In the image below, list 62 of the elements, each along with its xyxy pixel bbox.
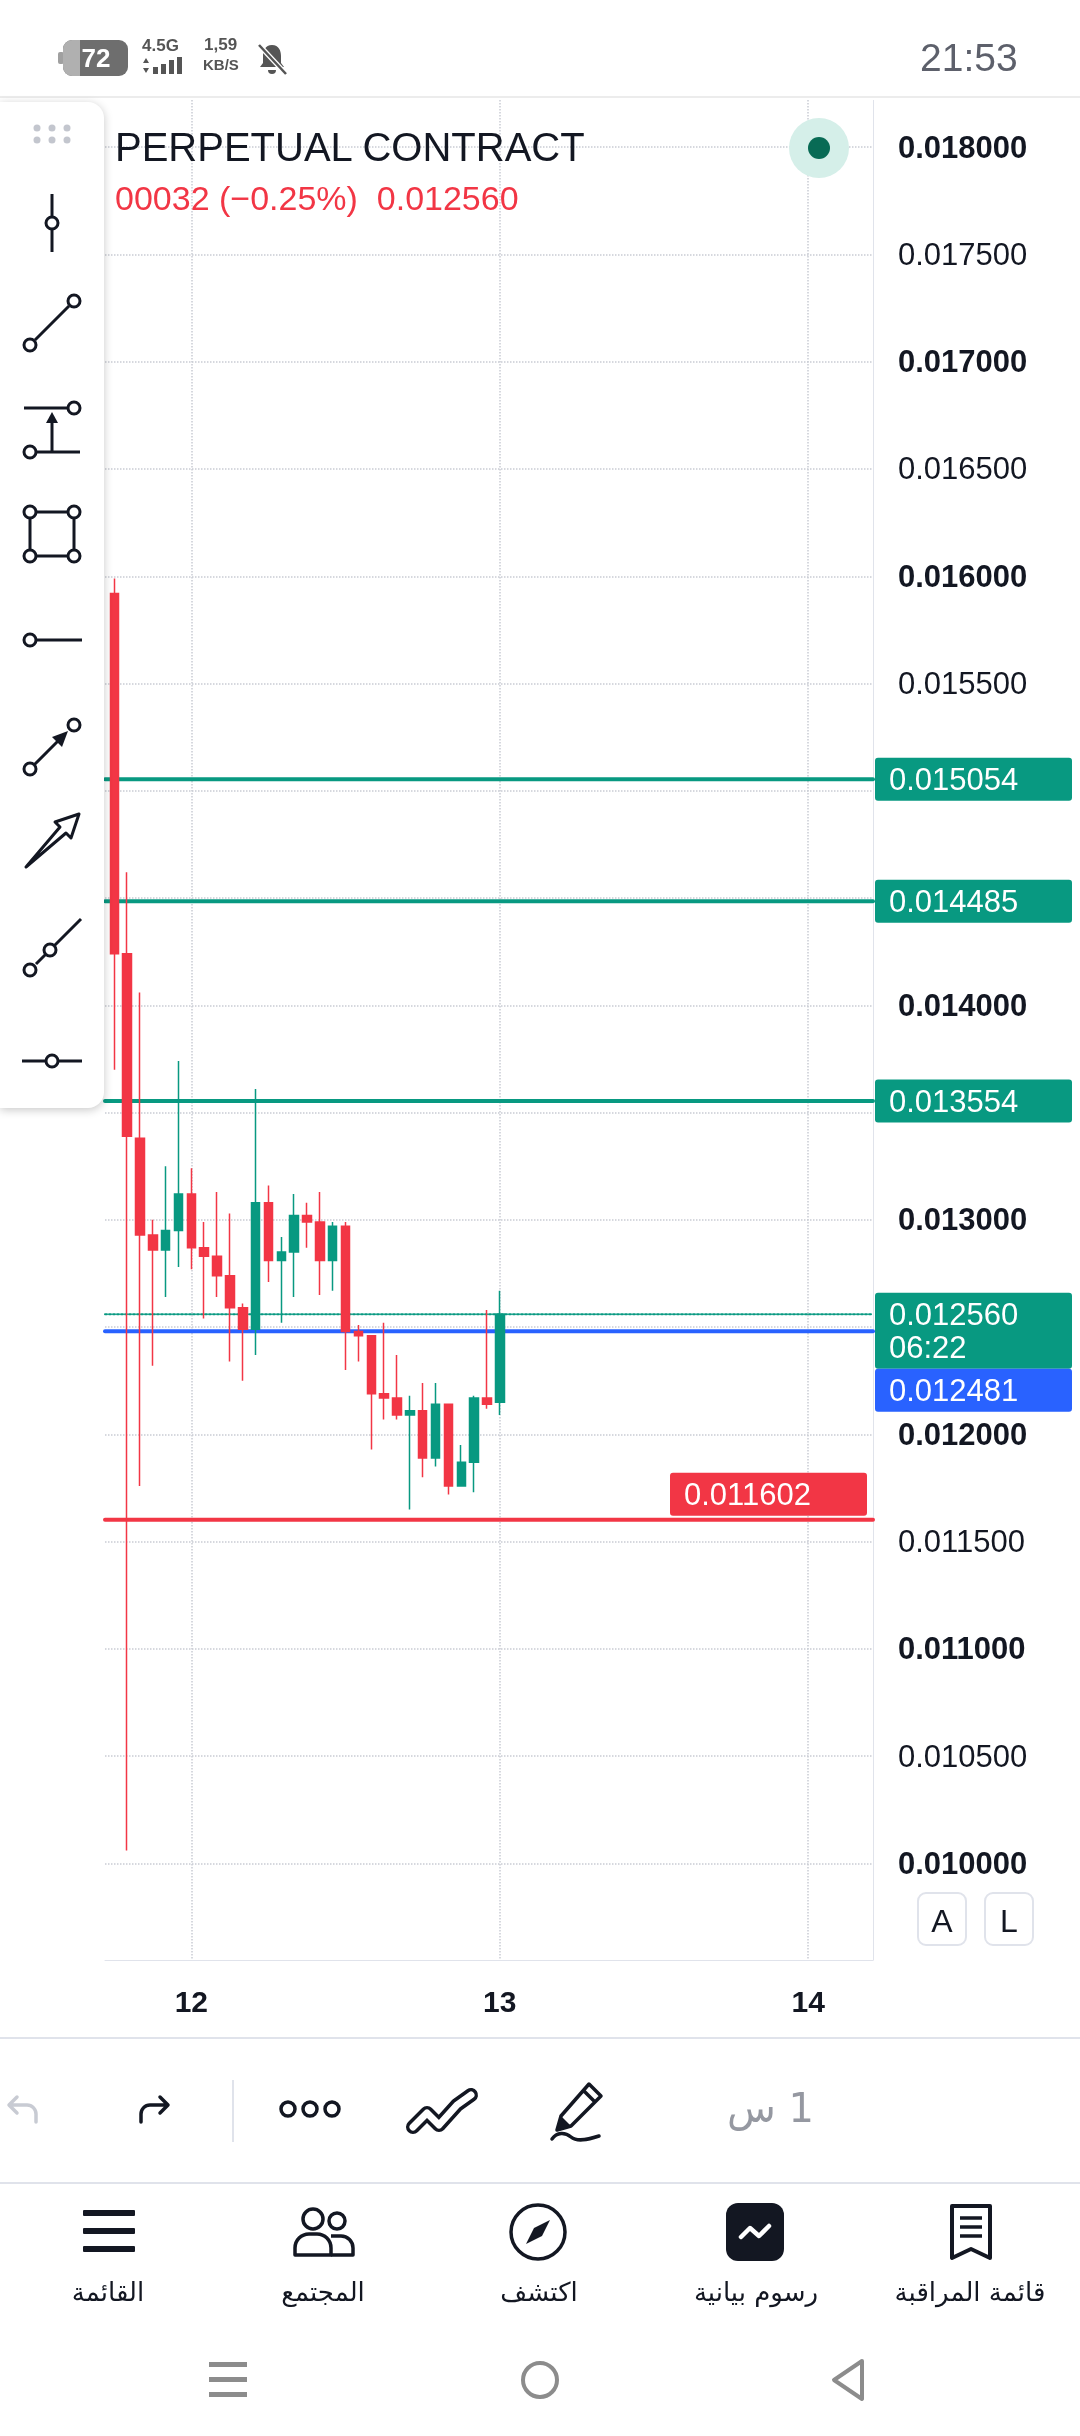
- candlestick: [353, 1324, 364, 1363]
- candlestick: [468, 1395, 480, 1494]
- candlestick: [211, 1191, 223, 1298]
- candlestick: [301, 1201, 313, 1249]
- candlestick: [160, 1165, 171, 1298]
- candlestick: [456, 1444, 467, 1487]
- candlestick: [391, 1354, 403, 1421]
- candlestick: [378, 1322, 390, 1421]
- y-tick-label: 0.014000: [898, 987, 1028, 1023]
- ref-line-label: 0.012481: [889, 1372, 1019, 1408]
- y-tick-label: 0.010500: [898, 1738, 1028, 1774]
- ref-line-label: 0.012560 06:22: [889, 1296, 1019, 1365]
- candlestick: [237, 1302, 249, 1382]
- text: المجتمع: [280, 2277, 366, 2308]
- candlestick: [417, 1382, 428, 1479]
- candlestick: [109, 577, 120, 1071]
- ref-line-label: 0.013554: [889, 1083, 1019, 1119]
- candlestick: [366, 1334, 377, 1451]
- candlestick: [314, 1191, 326, 1296]
- y-tick-label: 0.016000: [898, 558, 1028, 594]
- candlestick: [224, 1212, 236, 1363]
- text: 1 س: [726, 2085, 814, 2131]
- candlestick: [198, 1221, 210, 1320]
- y-tick-label: 0.016500: [898, 451, 1028, 487]
- y-tick-label: 0.010000: [898, 1845, 1028, 1881]
- y-tick-label: 0.018000: [898, 129, 1028, 165]
- y-tick-label: 0.011000: [898, 1631, 1026, 1667]
- candlestick: [443, 1403, 454, 1496]
- text: PERPETUAL CONTRACT: [115, 125, 585, 169]
- ref-line-label: 0.015054: [889, 761, 1019, 797]
- text: 21:53: [920, 36, 1018, 81]
- text: اكتشف: [499, 2277, 579, 2308]
- candlestick: [147, 1219, 159, 1367]
- candlestick: [327, 1221, 338, 1292]
- text: قائمة المراقبة: [893, 2277, 1047, 2308]
- x-tick-label: 13: [483, 1984, 517, 2018]
- candlestick: [186, 1167, 197, 1270]
- candlestick: [288, 1193, 300, 1298]
- x-tick-label: 12: [174, 1984, 209, 2018]
- y-tick-label: 0.017000: [898, 344, 1028, 380]
- y-tick-label: 0.017500: [898, 236, 1028, 272]
- x-tick-label: 14: [791, 1984, 826, 2018]
- ref-line-label: 0.014485: [889, 883, 1019, 919]
- candlestick: [134, 991, 146, 1487]
- ref-line-label: 0.011602: [684, 1476, 811, 1512]
- text: 00032 (−0.25%) 0.012560: [115, 179, 519, 217]
- candlestick: [481, 1309, 493, 1410]
- text: 4.5G: [142, 36, 179, 56]
- candlestick: [340, 1221, 351, 1371]
- text: القائمة: [70, 2277, 146, 2308]
- candlestick: [263, 1184, 274, 1283]
- candlestick: [404, 1395, 416, 1511]
- text: رسوم بيانية: [692, 2277, 820, 2308]
- y-tick-label: 0.011500: [898, 1524, 1025, 1560]
- y-tick-label: 0.015500: [898, 666, 1028, 702]
- y-tick-label: 0.012000: [898, 1416, 1028, 1452]
- text: A: [917, 1892, 967, 1946]
- text: 1,59: [204, 35, 238, 55]
- text: KB/S: [203, 56, 239, 74]
- candlestick: [430, 1382, 441, 1468]
- text: L: [984, 1892, 1034, 1946]
- y-tick-label: 0.013000: [898, 1202, 1028, 1238]
